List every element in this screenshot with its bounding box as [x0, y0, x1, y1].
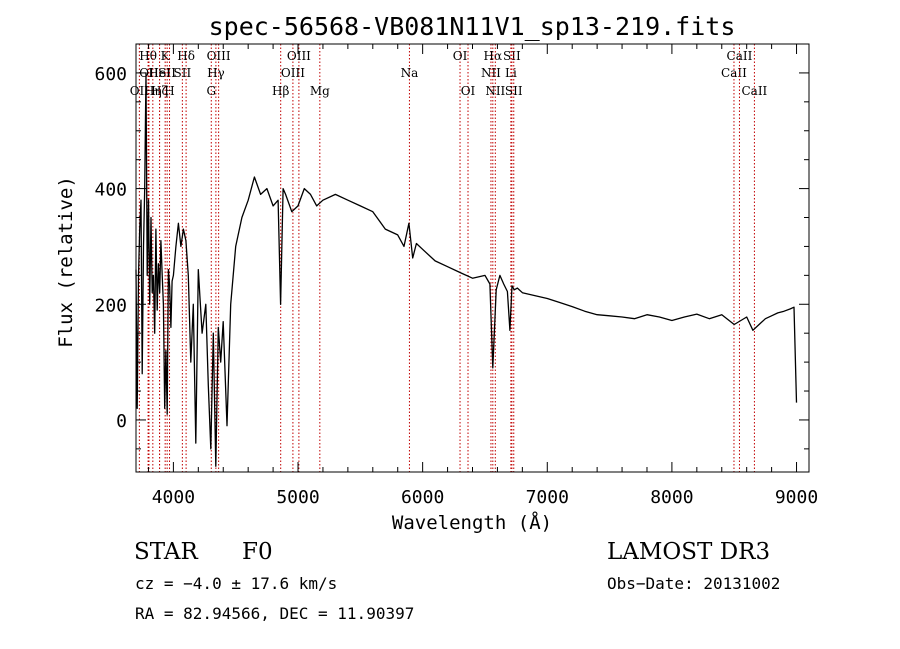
x-tick-label: 5000 [276, 487, 319, 508]
spectrum-line [135, 72, 798, 467]
survey-name: LAMOST DR3 [607, 539, 771, 565]
x-axis-label: Wavelength (Å) [392, 511, 552, 534]
spectrum-series [135, 72, 798, 467]
spectral-line-label: OIII [287, 49, 311, 63]
spectral-line-label: NII [481, 66, 501, 80]
spectral-line-label: SII [158, 66, 176, 80]
spectral-line-label: OI [453, 49, 468, 63]
axis-ticks: 4000 5000 6000 7000 8000 9000 0 200 400 600 [94, 43, 818, 508]
chart-title: spec-56568-VB081N11V1_sp13-219.fits [209, 12, 736, 41]
coordinates: RA = 82.94566, DEC = 11.90397 [135, 604, 415, 623]
x-tick-label: 8000 [650, 487, 693, 508]
spectral-line-label: Hη [144, 84, 162, 98]
y-tick-label: 400 [94, 180, 127, 201]
spectral-line-label: Hθ [139, 49, 157, 63]
spectral-line-label: OI [461, 84, 476, 98]
spectral-line-label: OII [130, 84, 150, 98]
spectral-line-label: OIII [207, 49, 231, 63]
x-tick-label: 9000 [775, 487, 818, 508]
spectral-line-label: Hδ [177, 49, 195, 63]
subclass: F0 [242, 539, 273, 565]
obs-date: Obs−Date: 20131002 [607, 574, 781, 593]
plot-frame [135, 43, 810, 473]
x-tick-label: 7000 [526, 487, 569, 508]
spectral-line-label: SII [174, 66, 192, 80]
spectral-line-label: NII [485, 84, 505, 98]
redshift-value: cz = −4.0 ± 17.6 km/s [135, 574, 338, 593]
spectral-line-label: SII [503, 49, 521, 63]
spectral-line-label: SII [505, 84, 523, 98]
spectral-line-label: G [206, 84, 216, 98]
spectral-line-label: CaII [727, 49, 753, 63]
spectral-line-label: H [164, 84, 174, 98]
spectral-line-label: CaII [741, 84, 767, 98]
spectral-line-label: Hα [484, 49, 503, 63]
y-tick-label: 0 [116, 411, 127, 432]
spectral-line-label: Hβ [272, 84, 289, 98]
y-tick-label: 600 [94, 64, 127, 85]
object-class: STAR [134, 539, 198, 565]
spectral-line-label: Mg [310, 84, 330, 98]
y-axis-label: Flux (relative) [55, 176, 77, 348]
y-tick-label: 200 [94, 295, 127, 316]
spectral-line-label: Na [401, 66, 419, 80]
spectral-line-label: OII [139, 66, 159, 80]
spectral-line-label: CaII [721, 66, 747, 80]
spectral-line-label: OIII [281, 66, 305, 80]
x-tick-label: 6000 [401, 487, 444, 508]
spectral-line-label: Hγ [207, 66, 225, 80]
spectral-line-label: K [161, 49, 171, 63]
spectral-line-label: Li [505, 66, 517, 80]
spectral-line-markers: OIIHθOIIHηHζHeIKSIIHHδSIIGOIIIHγHβOIIIOI… [130, 44, 768, 472]
x-tick-label: 4000 [152, 487, 195, 508]
